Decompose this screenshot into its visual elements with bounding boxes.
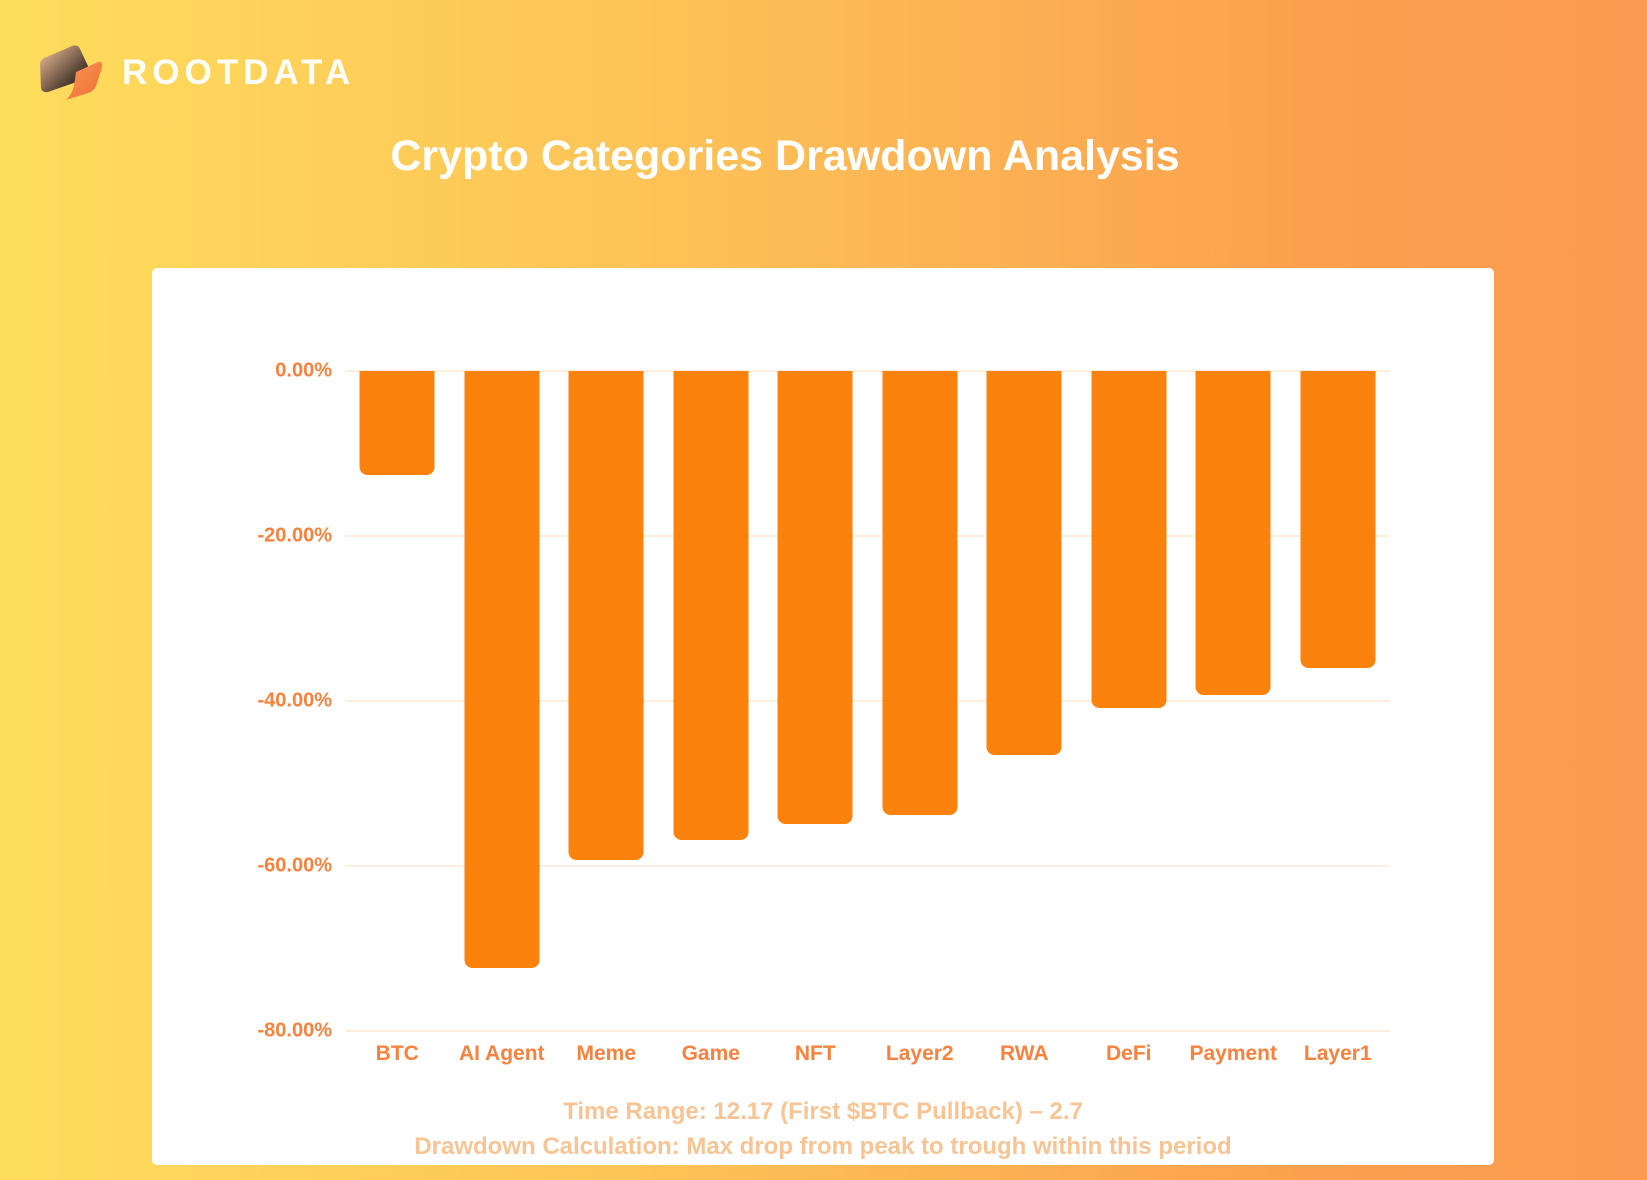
bar-ai-agent <box>464 371 540 969</box>
x-axis-label: RWA <box>999 1042 1049 1065</box>
bar-band <box>450 371 555 1031</box>
bar-game <box>673 371 749 841</box>
book-pages-icon <box>40 45 103 100</box>
bar-defi <box>1091 371 1167 709</box>
bar-rwa <box>986 371 1062 755</box>
x-axis-label: Layer2 <box>885 1042 954 1065</box>
bar-btc <box>359 371 435 475</box>
y-axis-tick-label: -80.00% <box>257 1019 333 1042</box>
bar-band <box>763 371 868 1031</box>
gridline <box>345 1030 1390 1032</box>
bar-band <box>659 371 764 1031</box>
x-axis-label: AI Agent <box>458 1042 545 1065</box>
x-axis-labels: BTC AI Agent Meme Game NFT Layer2 RWA DeFi Payme… <box>345 1042 1390 1066</box>
x-axis-label: Meme <box>576 1042 637 1065</box>
x-axis-label: Layer1 <box>1303 1042 1372 1065</box>
y-axis-tick-label: -20.00% <box>257 524 333 547</box>
page-title: Crypto Categories Drawdown Analysis <box>390 132 1180 180</box>
y-axis: 0.00% -20.00% -40.00% -60.00% -80.00% <box>152 360 333 1042</box>
bar-payment <box>1195 371 1271 696</box>
x-axis-label: Payment <box>1189 1042 1278 1065</box>
plot-area <box>345 370 1390 1032</box>
bar-meme <box>568 371 644 861</box>
chart-footer: Time Range: 12.17 (First $BTC Pullback) … <box>152 1094 1494 1164</box>
bar-band <box>972 371 1077 1031</box>
x-axis-label: BTC <box>375 1042 419 1065</box>
bar-band <box>554 371 659 1031</box>
y-axis-tick-label: -60.00% <box>257 854 333 877</box>
bar-band <box>868 371 973 1031</box>
gridline <box>345 865 1390 867</box>
bar-band <box>1286 371 1391 1031</box>
gridline <box>345 535 1390 537</box>
x-axis-label: DeFi <box>1105 1042 1152 1065</box>
gridline <box>345 700 1390 702</box>
footer-note-drawdown: Drawdown Calculation: Max drop from peak… <box>414 1133 1232 1160</box>
y-axis-tick-label: 0.00% <box>275 359 332 382</box>
bar-band <box>1181 371 1286 1031</box>
chart-card: 0.00% -20.00% -40.00% -60.00% -80.00% BTC AI … <box>152 268 1494 1165</box>
bar-band <box>345 371 450 1031</box>
x-axis-label: Game <box>681 1042 740 1065</box>
bar-layer2 <box>882 371 958 815</box>
rootdata-logo: ROOTDATA <box>36 42 355 104</box>
bar-nft <box>777 371 853 824</box>
y-axis-tick-label: -40.00% <box>257 689 333 712</box>
rootdata-logo-text: ROOTDATA <box>122 53 356 92</box>
bars-row <box>345 371 1390 1031</box>
bar-layer1 <box>1300 371 1376 668</box>
gridline <box>345 370 1390 372</box>
x-axis-label: NFT <box>794 1042 836 1065</box>
footer-note-time-range: Time Range: 12.17 (First $BTC Pullback) … <box>563 1098 1083 1125</box>
bar-band <box>1077 371 1182 1031</box>
